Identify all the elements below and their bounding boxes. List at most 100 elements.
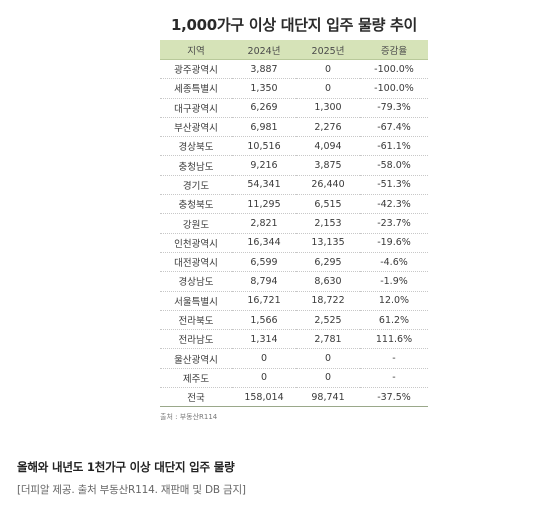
header-2024: 2024년 xyxy=(232,40,296,60)
cell-change-rate: 111.6% xyxy=(360,329,428,350)
table-row: 전라남도 1,314 2,781 111.6% xyxy=(160,329,428,350)
table-row: 제주도 0 0- xyxy=(160,368,428,389)
cell-change-rate: - xyxy=(360,348,428,369)
cell-region: 경상남도 xyxy=(160,271,232,292)
table-row: 경상북도 10,516 4,094 -61.1% xyxy=(160,136,428,157)
cell-2025: 8,630 xyxy=(296,271,360,292)
cell-2025: 6,295 xyxy=(296,252,360,273)
cell-2025: 18,722 xyxy=(296,291,360,311)
header-region: 지역 xyxy=(160,40,232,60)
cell-2025: 26,440 xyxy=(296,175,360,196)
cell-region: 세종특별시 xyxy=(160,78,232,99)
table-row: 대구광역시 6,269 1,300 -79.3% xyxy=(160,98,428,118)
cell-2024: 8,794 xyxy=(232,271,296,292)
source-note: 출처 : 부동산R114 xyxy=(160,413,218,422)
data-table: 지역 2024년 2025년 증감율 광주광역시 3,887 0 -100.0% 세종특… xyxy=(160,40,428,408)
image-caption: 올해와 내년도 1천가구 이상 대단지 입주 물량 xyxy=(17,460,235,474)
cell-change-rate: -4.6% xyxy=(360,252,428,273)
cell-region: 울산광역시 xyxy=(160,348,232,369)
cell-region: 경기도 xyxy=(160,175,232,196)
table-row: 경기도 54,341 26,440 -51.3% xyxy=(160,175,428,196)
cell-2024: 6,269 xyxy=(232,98,296,118)
table-figure: 1,000가구 이상 대단지 입주 물량 추이 지역 2024년 2025년 증… xyxy=(160,10,428,422)
cell-2024: 6,599 xyxy=(232,252,296,273)
header-2025: 2025년 xyxy=(296,40,360,60)
cell-change-rate: -1.9% xyxy=(360,271,428,292)
cell-2024: 1,566 xyxy=(232,310,296,331)
cell-region: 대구광역시 xyxy=(160,98,232,118)
cell-2024: 2,821 xyxy=(232,213,296,234)
table-row: 강원도 2,821 2,153 -23.7% xyxy=(160,213,428,234)
cell-region: 경상북도 xyxy=(160,136,232,157)
cell-2024: 9,216 xyxy=(232,155,296,176)
cell-2025: 0 xyxy=(296,368,360,389)
cell-change-rate: 61.2% xyxy=(360,310,428,331)
table-row: 충청북도 11,295 6,515 -42.3% xyxy=(160,194,428,215)
figure-title: 1,000가구 이상 대단지 입주 물량 추이 xyxy=(170,16,418,34)
cell-change-rate: -51.3% xyxy=(360,175,428,196)
table-total-row: 전국 158,014 98,741 -37.5% xyxy=(160,387,428,408)
table-header-row: 지역 2024년 2025년 증감율 xyxy=(160,40,428,60)
cell-region: 전국 xyxy=(160,387,232,408)
cell-2024: 158,014 xyxy=(232,387,296,408)
cell-change-rate: -23.7% xyxy=(360,213,428,234)
cell-region: 제주도 xyxy=(160,368,232,389)
cell-2025: 0 xyxy=(296,78,360,99)
cell-2025: 1,300 xyxy=(296,98,360,118)
cell-region: 충청남도 xyxy=(160,155,232,176)
cell-2024: 54,341 xyxy=(232,175,296,196)
cell-change-rate: -42.3% xyxy=(360,194,428,215)
table-row: 경상남도 8,794 8,630 -1.9% xyxy=(160,271,428,292)
cell-2024: 0 xyxy=(232,368,296,389)
cell-2025: 3,875 xyxy=(296,155,360,176)
cell-2024: 0 xyxy=(232,348,296,369)
cell-2025: 98,741 xyxy=(296,387,360,408)
cell-region: 전라북도 xyxy=(160,310,232,331)
cell-change-rate: 12.0% xyxy=(360,291,428,311)
table-body: 광주광역시 3,887 0 -100.0% 세종특별시 1,350 0 -100.0% 대구광역… xyxy=(160,59,428,408)
cell-2024: 16,721 xyxy=(232,291,296,311)
cell-change-rate: -100.0% xyxy=(360,59,428,80)
cell-region: 강원도 xyxy=(160,213,232,234)
cell-2024: 16,344 xyxy=(232,233,296,253)
cell-2024: 11,295 xyxy=(232,194,296,215)
cell-2025: 0 xyxy=(296,59,360,80)
cell-2025: 2,525 xyxy=(296,310,360,331)
cell-change-rate: -79.3% xyxy=(360,98,428,118)
cell-2025: 6,515 xyxy=(296,194,360,215)
cell-region: 부산광역시 xyxy=(160,117,232,138)
table-row: 세종특별시 1,350 0 -100.0% xyxy=(160,78,428,99)
table-row: 광주광역시 3,887 0 -100.0% xyxy=(160,59,428,80)
cell-2025: 0 xyxy=(296,348,360,369)
table-row: 부산광역시 6,981 2,276 -67.4% xyxy=(160,117,428,138)
cell-region: 대전광역시 xyxy=(160,252,232,273)
cell-change-rate: -58.0% xyxy=(360,155,428,176)
cell-2025: 2,153 xyxy=(296,213,360,234)
cell-region: 전라남도 xyxy=(160,329,232,350)
cell-change-rate: -19.6% xyxy=(360,233,428,253)
table-row: 울산광역시 0 0- xyxy=(160,348,428,369)
header-change-rate: 증감율 xyxy=(360,40,428,60)
cell-change-rate: -37.5% xyxy=(360,387,428,408)
cell-region: 광주광역시 xyxy=(160,59,232,80)
cell-change-rate: -100.0% xyxy=(360,78,428,99)
table-row: 전라북도 1,566 2,525 61.2% xyxy=(160,310,428,331)
cell-region: 서울특별시 xyxy=(160,291,232,311)
cell-change-rate: -61.1% xyxy=(360,136,428,157)
table-row: 충청남도 9,216 3,875 -58.0% xyxy=(160,155,428,176)
cell-2025: 4,094 xyxy=(296,136,360,157)
cell-2025: 2,781 xyxy=(296,329,360,350)
table-row: 인천광역시 16,344 13,135 -19.6% xyxy=(160,233,428,253)
cell-2024: 1,350 xyxy=(232,78,296,99)
cell-2024: 10,516 xyxy=(232,136,296,157)
table-row: 대전광역시 6,599 6,295 -4.6% xyxy=(160,252,428,273)
cell-change-rate: -67.4% xyxy=(360,117,428,138)
cell-region: 충청북도 xyxy=(160,194,232,215)
cell-2025: 2,276 xyxy=(296,117,360,138)
cell-2024: 1,314 xyxy=(232,329,296,350)
image-credit: [더피알 제공. 출처 부동산R114. 재판매 및 DB 금지] xyxy=(17,484,246,496)
table-row: 서울특별시 16,721 18,722 12.0% xyxy=(160,291,428,311)
cell-region: 인천광역시 xyxy=(160,233,232,253)
cell-2024: 3,887 xyxy=(232,59,296,80)
cell-change-rate: - xyxy=(360,368,428,389)
